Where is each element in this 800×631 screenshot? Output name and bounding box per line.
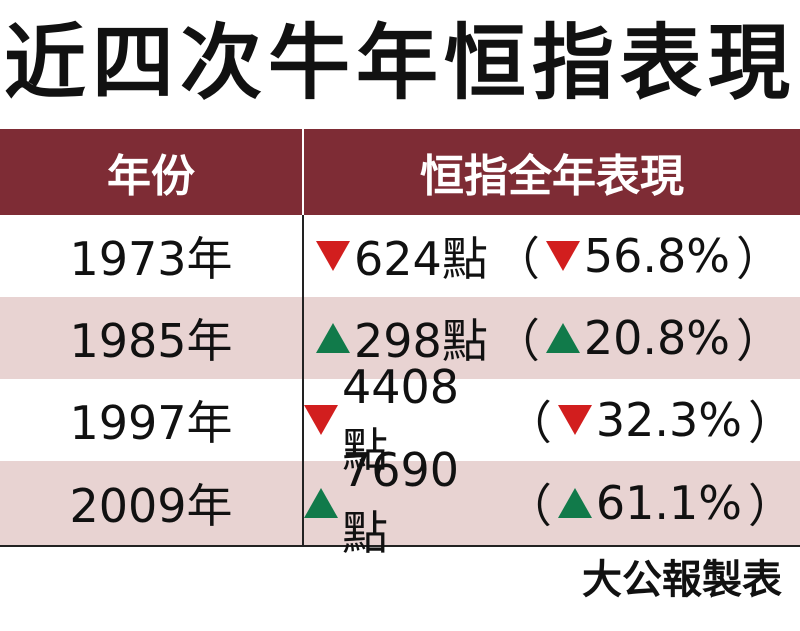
down-arrow-icon (557, 405, 592, 435)
table-row: 1973年 624點 （ 56.8% ） (0, 215, 800, 297)
open-paren: （ (505, 396, 552, 450)
table-row: 1997年 4408點 （ 32.3% ） (0, 360, 800, 477)
up-arrow-icon (557, 488, 592, 518)
performance-cell: 4408點 （ 32.3% ） (304, 360, 800, 477)
points-value: 624點 (354, 232, 488, 286)
percent-value: 61.1% (595, 476, 742, 530)
close-paren: ） (748, 479, 794, 533)
open-paren: （ (493, 232, 540, 286)
source-credit: 大公報製表 (582, 557, 782, 603)
percent-value: 20.8% (583, 311, 730, 365)
percent-value: 32.3% (595, 393, 742, 447)
header-performance: 恒指全年表現 (420, 151, 684, 202)
up-arrow-icon (316, 323, 351, 353)
page-title: 近四次牛年恒指表現 (3, 16, 796, 111)
header-year: 年份 (0, 129, 304, 215)
down-arrow-icon (316, 241, 351, 271)
performance-cell: 298點 （ 20.8% ） (304, 297, 800, 379)
table-header: 年份 恒指全年表現 (0, 129, 800, 215)
year-cell: 2009年 (0, 461, 304, 545)
points-value: 298點 (354, 314, 488, 368)
table-row: 1985年 298點 （ 20.8% ） (0, 297, 800, 379)
up-arrow-icon (545, 323, 580, 353)
close-paren: ） (748, 396, 794, 450)
year-cell: 1985年 (0, 297, 304, 379)
open-paren: （ (493, 314, 540, 368)
performance-cell: 624點 （ 56.8% ） (304, 215, 800, 297)
down-arrow-icon (304, 405, 338, 435)
percent-value: 56.8% (583, 229, 730, 283)
close-paren: ） (735, 314, 782, 368)
points-value: 7690點 (342, 443, 460, 560)
up-arrow-icon (304, 488, 338, 518)
points-value: 4408點 (342, 360, 460, 477)
table-bottom-divider (0, 545, 800, 547)
close-paren: ） (735, 232, 782, 286)
down-arrow-icon (545, 241, 580, 271)
open-paren: （ (505, 479, 552, 533)
performance-cell: 7690點 （ 61.1% ） (304, 443, 800, 560)
hsi-performance-table: 年份 恒指全年表現 1973年 624點 （ 56.8% ） 1985年 298… (0, 129, 800, 560)
year-cell: 1997年 (0, 379, 304, 461)
table-row: 2009年 7690點 （ 61.1% ） (0, 443, 800, 560)
year-cell: 1973年 (0, 215, 304, 297)
